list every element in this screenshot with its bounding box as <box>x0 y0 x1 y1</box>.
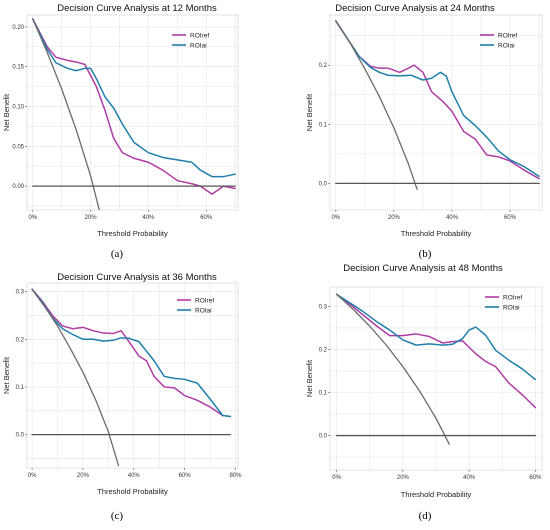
chart-title: Decision Curve Analysis at 24 Months <box>335 3 495 14</box>
panel-label: (d) <box>419 510 432 522</box>
chart-panel-3: 0% 20% 40% 60% 80% 0.0 0.1 0.2 0.3 Decision Curve… <box>2 272 242 522</box>
plot-area <box>330 15 542 210</box>
grid <box>330 287 542 470</box>
legend-label-roiref: ROIref <box>190 33 209 40</box>
x-tick-label: 0% <box>332 475 341 481</box>
legend: ROIref ROIai <box>172 33 209 50</box>
x-axis-label: Threshold Probability <box>401 490 472 499</box>
legend: ROIref ROIai <box>480 33 517 50</box>
x-tick-label: 60% <box>200 215 213 221</box>
series-line-roiai <box>31 288 232 418</box>
chart-panel-4: 0% 20% 40% 60% 0.0 0.1 0.2 0.3 Decision Curve An… <box>305 263 543 522</box>
y-tick-label: 0.0 <box>16 433 25 439</box>
y-tick-label: 0.1 <box>319 122 328 128</box>
legend-label-roiref: ROIref <box>195 298 214 305</box>
legend-label-roiai: ROIai <box>503 305 520 312</box>
y-axis-label: Net Benefit <box>305 359 314 397</box>
y-axis-label: Net Benefit <box>2 93 11 131</box>
plot-area <box>27 283 238 468</box>
series-line-roiref <box>335 20 540 180</box>
y-tick-label: 0.3 <box>319 304 328 310</box>
x-tick-label: 40% <box>446 215 459 221</box>
y-tick-label: 0.0 <box>319 434 328 440</box>
series-group <box>335 293 537 445</box>
chart-panel-2: 0% 20% 40% 60% 0.0 0.1 0.2 Decision Curve Analy… <box>305 3 543 260</box>
x-tick-label: 0% <box>28 215 37 221</box>
series-line-roiai <box>335 20 540 178</box>
series-group <box>32 18 236 210</box>
x-tick-label: 20% <box>85 215 98 221</box>
series-line-treat-all <box>32 18 100 210</box>
y-tick-label: 0.00 <box>12 184 24 190</box>
panel-label: (a) <box>111 248 124 260</box>
panel-label: (b) <box>419 248 432 260</box>
series-line-roiai <box>335 293 537 381</box>
y-axis-label: Net Benefit <box>2 356 11 394</box>
x-tick-label: 20% <box>388 215 401 221</box>
plot-border <box>26 282 239 469</box>
y-tick-label: 0.2 <box>319 63 328 69</box>
series-line-treat-all <box>335 293 450 445</box>
x-axis-label: Threshold Probability <box>97 487 168 496</box>
x-tick-label: 80% <box>229 473 242 479</box>
series-line-roiref <box>31 288 232 418</box>
series-group <box>335 20 540 190</box>
x-tick-label: 60% <box>504 215 517 221</box>
plot-border <box>26 14 239 211</box>
series-line-roiref <box>335 293 537 409</box>
x-tick-label: 40% <box>142 215 155 221</box>
y-tick-label: 0.1 <box>319 390 328 396</box>
series-line-roiai <box>32 18 236 178</box>
x-axis-label: Threshold Probability <box>401 229 472 238</box>
y-tick-label: 0.3 <box>16 290 25 296</box>
x-tick-label: 60% <box>179 473 192 479</box>
y-tick-label: 0.1 <box>16 385 25 391</box>
legend-label-roiai: ROIai <box>190 43 207 50</box>
y-tick-label: 0.2 <box>16 337 25 343</box>
chart-title: Decision Curve Analysis at 12 Months <box>57 3 217 14</box>
series-line-treat-all <box>31 288 120 467</box>
y-tick-label: 0.10 <box>12 105 24 111</box>
x-tick-label: 20% <box>397 475 410 481</box>
x-tick-label: 60% <box>529 475 542 481</box>
x-tick-label: 20% <box>77 473 90 479</box>
legend: ROIref ROIai <box>177 298 214 315</box>
plot-area <box>27 15 238 210</box>
plot-border <box>329 286 543 471</box>
x-tick-label: 0% <box>28 473 37 479</box>
y-tick-label: 0.0 <box>319 181 328 187</box>
legend-label-roiref: ROIref <box>498 33 517 40</box>
legend-label-roiref: ROIref <box>503 295 522 302</box>
series-group <box>31 288 232 467</box>
x-axis-label: Threshold Probability <box>97 229 168 238</box>
y-tick-label: 0.05 <box>12 144 24 150</box>
chart-title: Decision Curve Analysis at 48 Months <box>343 263 503 274</box>
y-axis-label: Net Benefit <box>305 93 314 131</box>
chart-panel-1: 0% 20% 40% 60% 0.00 0.05 0.10 0.15 0.20 Decision … <box>2 3 239 260</box>
x-tick-label: 0% <box>331 215 340 221</box>
panel-label: (c) <box>111 510 124 522</box>
legend-label-roiai: ROIai <box>498 43 515 50</box>
legend: ROIref ROIai <box>485 295 522 312</box>
x-tick-label: 40% <box>128 473 141 479</box>
chart-title: Decision Curve Analysis at 36 Months <box>57 272 217 283</box>
y-tick-label: 0.20 <box>12 25 24 31</box>
y-tick-label: 0.2 <box>319 347 328 353</box>
legend-label-roiai: ROIai <box>195 308 212 315</box>
plot-border <box>329 14 543 211</box>
y-tick-label: 0.15 <box>12 65 24 71</box>
x-tick-label: 40% <box>463 475 476 481</box>
series-line-treat-all <box>335 20 418 190</box>
